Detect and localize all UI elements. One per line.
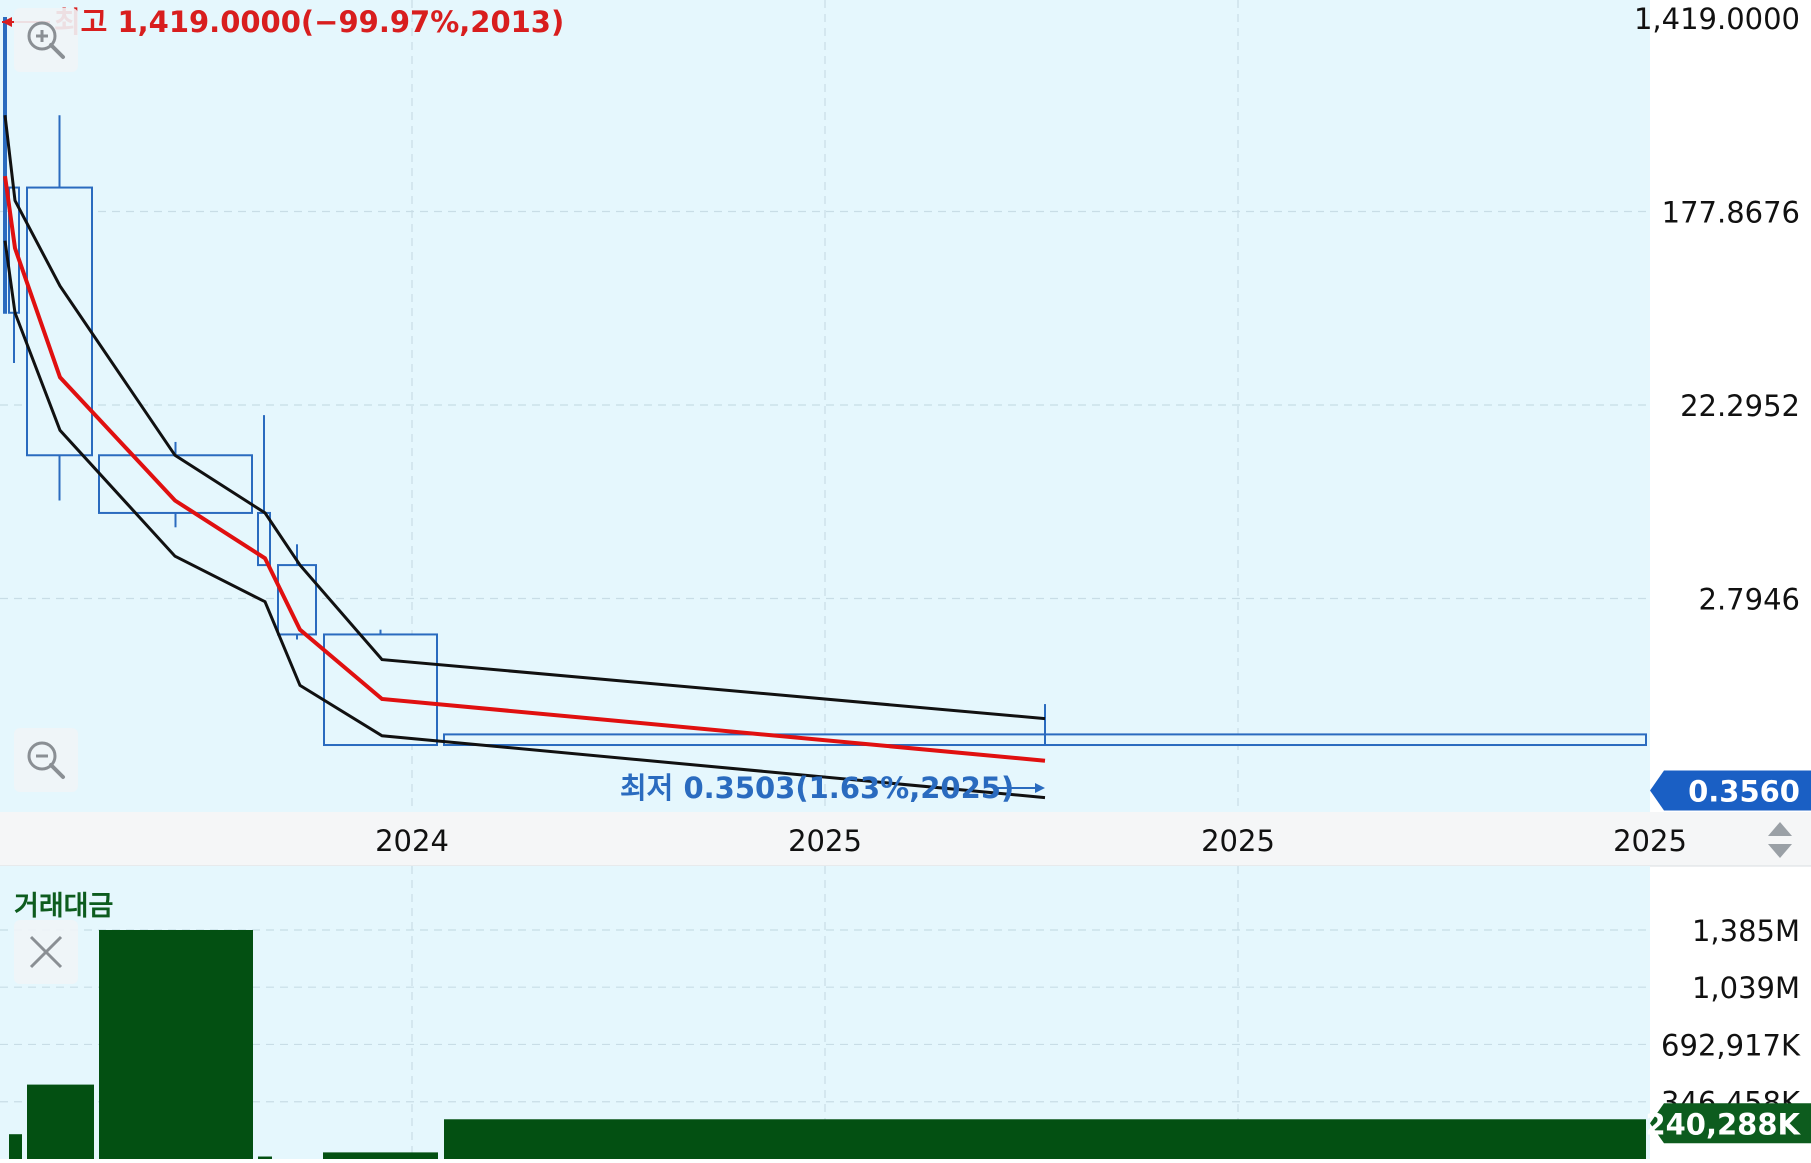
time-tick-label: 2025 <box>788 824 862 858</box>
time-tick-label: 2024 <box>375 824 449 858</box>
high-marker-arrow <box>2 17 12 27</box>
candle-body <box>98 454 253 514</box>
current-price-tag <box>1650 770 1811 811</box>
low-marker-arrow <box>1035 783 1045 793</box>
zoom-out-icon <box>27 741 65 779</box>
high-price-annotation: 최고 1,419.0000(−99.97%,2013) <box>54 5 564 39</box>
volume-panel-title: 거래대금 <box>14 891 114 922</box>
zoom-out-button[interactable] <box>14 728 78 792</box>
scroll-arrows-button[interactable] <box>1758 816 1802 864</box>
middle-band-line <box>3 175 1046 763</box>
lower-band-line <box>3 240 1046 800</box>
volume-bar <box>9 1134 22 1159</box>
volume-bar <box>323 1152 438 1159</box>
volume-tick-label: 1,385M <box>1692 914 1800 948</box>
price-tick-label: 1,419.0000 <box>1634 2 1800 36</box>
time-tick-label: 2025 <box>1613 824 1687 858</box>
price-tick-label: 2.7946 <box>1699 583 1800 617</box>
close-icon <box>29 935 63 969</box>
price-tick-label: 22.2952 <box>1680 389 1800 423</box>
zoom-in-button[interactable] <box>14 8 78 72</box>
low-price-annotation: 최저 0.3503(1.63%,2025) <box>620 771 1014 805</box>
volume-bar <box>99 930 253 1159</box>
candle-body <box>323 633 438 747</box>
up-down-arrows-icon <box>1768 822 1792 858</box>
time-axis-background <box>0 812 1811 866</box>
current-volume-tag <box>1650 1103 1811 1144</box>
zoom-in-icon <box>27 21 65 59</box>
time-tick-label: 2025 <box>1201 824 1275 858</box>
volume-tick-label: 1,039M <box>1692 971 1800 1005</box>
volume-tick-label: 692,917K <box>1661 1028 1801 1062</box>
close-volume-button[interactable] <box>14 920 78 984</box>
price-tick-label: 177.8676 <box>1662 196 1800 230</box>
volume-bar <box>27 1084 94 1159</box>
current-volume-label: 240,288K <box>1645 1107 1801 1141</box>
current-price-label: 0.3560 <box>1688 774 1800 808</box>
volume-bar <box>258 1156 272 1159</box>
candle-body <box>3 17 7 314</box>
volume-bar <box>444 1119 1646 1159</box>
upper-band-line <box>3 115 1046 721</box>
candle-body <box>26 186 93 457</box>
